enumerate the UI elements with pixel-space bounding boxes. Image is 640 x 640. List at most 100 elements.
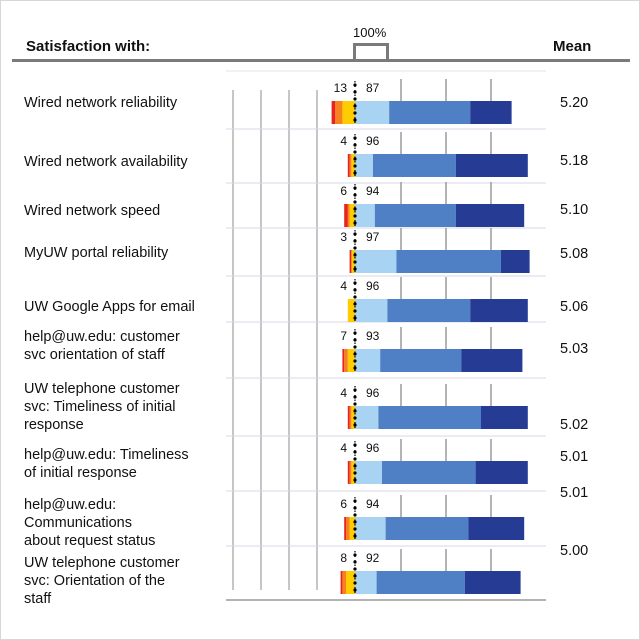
center-dot	[353, 457, 357, 461]
category-label: UW telephone customer svc: Orientation of…	[24, 555, 180, 607]
center-dot	[353, 366, 357, 370]
bar-segment-very-dissatisfied	[342, 349, 345, 372]
mean-value: 5.01	[560, 449, 589, 465]
center-dot	[353, 267, 357, 271]
bar-segment-very-dissatisfied	[344, 204, 348, 227]
center-dot	[353, 253, 357, 257]
satisfied-pct-label: 97	[366, 230, 380, 244]
center-dot	[353, 207, 357, 211]
scale-bracket	[353, 43, 389, 59]
bar-segment-dissatisfied	[349, 406, 352, 429]
bar-segment-very-satisfied	[455, 204, 525, 227]
center-dot	[353, 118, 357, 122]
mean-value: 5.02	[560, 417, 589, 433]
bar-segment-very-dissatisfied	[347, 406, 350, 429]
center-dot	[353, 186, 357, 190]
bar-segment-very-dissatisfied	[349, 250, 352, 273]
bar-segment-somewhat-dissatisfied	[347, 349, 355, 372]
center-dot	[353, 513, 357, 517]
mean-value: 5.01	[560, 485, 589, 501]
bar-segment-somewhat-satisfied	[355, 406, 379, 429]
bar-segment-satisfied	[382, 461, 476, 484]
bar-segment-very-satisfied	[464, 571, 521, 594]
center-dot	[353, 246, 357, 250]
category-label: help@uw.edu: customer svc orientation of …	[24, 329, 180, 363]
center-dot	[353, 221, 357, 225]
center-dot	[353, 534, 357, 538]
bar-segment-somewhat-satisfied	[355, 571, 377, 594]
bar-segment-dissatisfied	[335, 101, 343, 124]
bar-segment-somewhat-dissatisfied	[351, 250, 355, 273]
bar-segment-somewhat-dissatisfied	[342, 101, 355, 124]
center-dot	[353, 157, 357, 161]
center-dot	[353, 527, 357, 531]
satisfied-pct-label: 94	[366, 184, 380, 198]
bar-segment-dissatisfied	[349, 461, 352, 484]
center-dot	[353, 567, 357, 571]
center-dot	[353, 295, 357, 299]
bar-segment-dissatisfied	[342, 571, 346, 594]
bar-segment-somewhat-satisfied	[355, 101, 390, 124]
bar-segment-somewhat-satisfied	[355, 204, 375, 227]
bar-segment-very-satisfied	[461, 349, 523, 372]
center-dot	[353, 345, 357, 349]
mean-value: 5.08	[560, 246, 589, 262]
bar-segment-very-satisfied	[500, 250, 530, 273]
category-label: UW telephone customer svc: Timeliness of …	[24, 381, 180, 433]
header-rule	[12, 59, 630, 62]
category-label: help@uw.edu: Timeliness of initial respon…	[24, 447, 189, 481]
mean-value: 5.03	[560, 341, 589, 357]
bar-segment-somewhat-satisfied	[355, 517, 386, 540]
center-dot	[353, 90, 357, 94]
center-dot	[353, 352, 357, 356]
bar-segment-somewhat-satisfied	[355, 299, 388, 322]
center-dot	[353, 111, 357, 115]
dissatisfied-pct-label: 13	[334, 81, 348, 95]
bar-segment-somewhat-dissatisfied	[351, 154, 355, 177]
satisfied-pct-label: 96	[366, 279, 380, 293]
center-dot	[353, 316, 357, 320]
bar-segment-satisfied	[385, 517, 469, 540]
bar-segment-satisfied	[380, 349, 462, 372]
satisfied-pct-label: 96	[366, 386, 380, 400]
center-dot	[353, 388, 357, 392]
center-dot	[353, 464, 357, 468]
bar-segment-very-dissatisfied	[340, 571, 343, 594]
satisfied-pct-label: 87	[366, 81, 380, 95]
bar-segment-satisfied	[396, 250, 501, 273]
dissatisfied-pct-label: 4	[340, 441, 347, 455]
bar-segment-very-dissatisfied	[331, 101, 336, 124]
bar-segment-somewhat-satisfied	[355, 250, 397, 273]
bar-segment-somewhat-satisfied	[355, 349, 381, 372]
dissatisfied-pct-label: 8	[340, 551, 347, 565]
dissatisfied-pct-label: 4	[340, 134, 347, 148]
dissatisfied-pct-label: 6	[340, 184, 347, 198]
dissatisfied-pct-label: 6	[340, 497, 347, 511]
satisfied-pct-label: 92	[366, 551, 380, 565]
satisfied-pct-label: 93	[366, 329, 380, 343]
center-dot	[353, 588, 357, 592]
dissatisfied-pct-label: 4	[340, 386, 347, 400]
center-dot	[353, 214, 357, 218]
bar-segment-satisfied	[373, 154, 456, 177]
category-label: Wired network availability	[24, 154, 188, 170]
bar-segment-somewhat-satisfied	[355, 154, 373, 177]
center-dot	[353, 574, 357, 578]
bar-segment-very-satisfied	[481, 406, 528, 429]
dissatisfied-pct-label: 3	[340, 230, 347, 244]
center-dot	[353, 83, 357, 87]
bar-segment-dissatisfied	[349, 154, 352, 177]
header-mean: Mean	[553, 38, 592, 55]
center-dot	[353, 150, 357, 154]
center-dot	[353, 193, 357, 197]
bar-segment-somewhat-dissatisfied	[347, 299, 355, 322]
dissatisfied-pct-label: 4	[340, 279, 347, 293]
bar-segment-somewhat-dissatisfied	[351, 461, 355, 484]
satisfied-pct-label: 96	[366, 134, 380, 148]
center-dot	[353, 136, 357, 140]
bar-segment-satisfied	[389, 101, 471, 124]
bar-segment-very-satisfied	[468, 517, 525, 540]
center-dot	[353, 553, 357, 557]
category-label: help@uw.edu: Communications about request …	[24, 497, 156, 549]
